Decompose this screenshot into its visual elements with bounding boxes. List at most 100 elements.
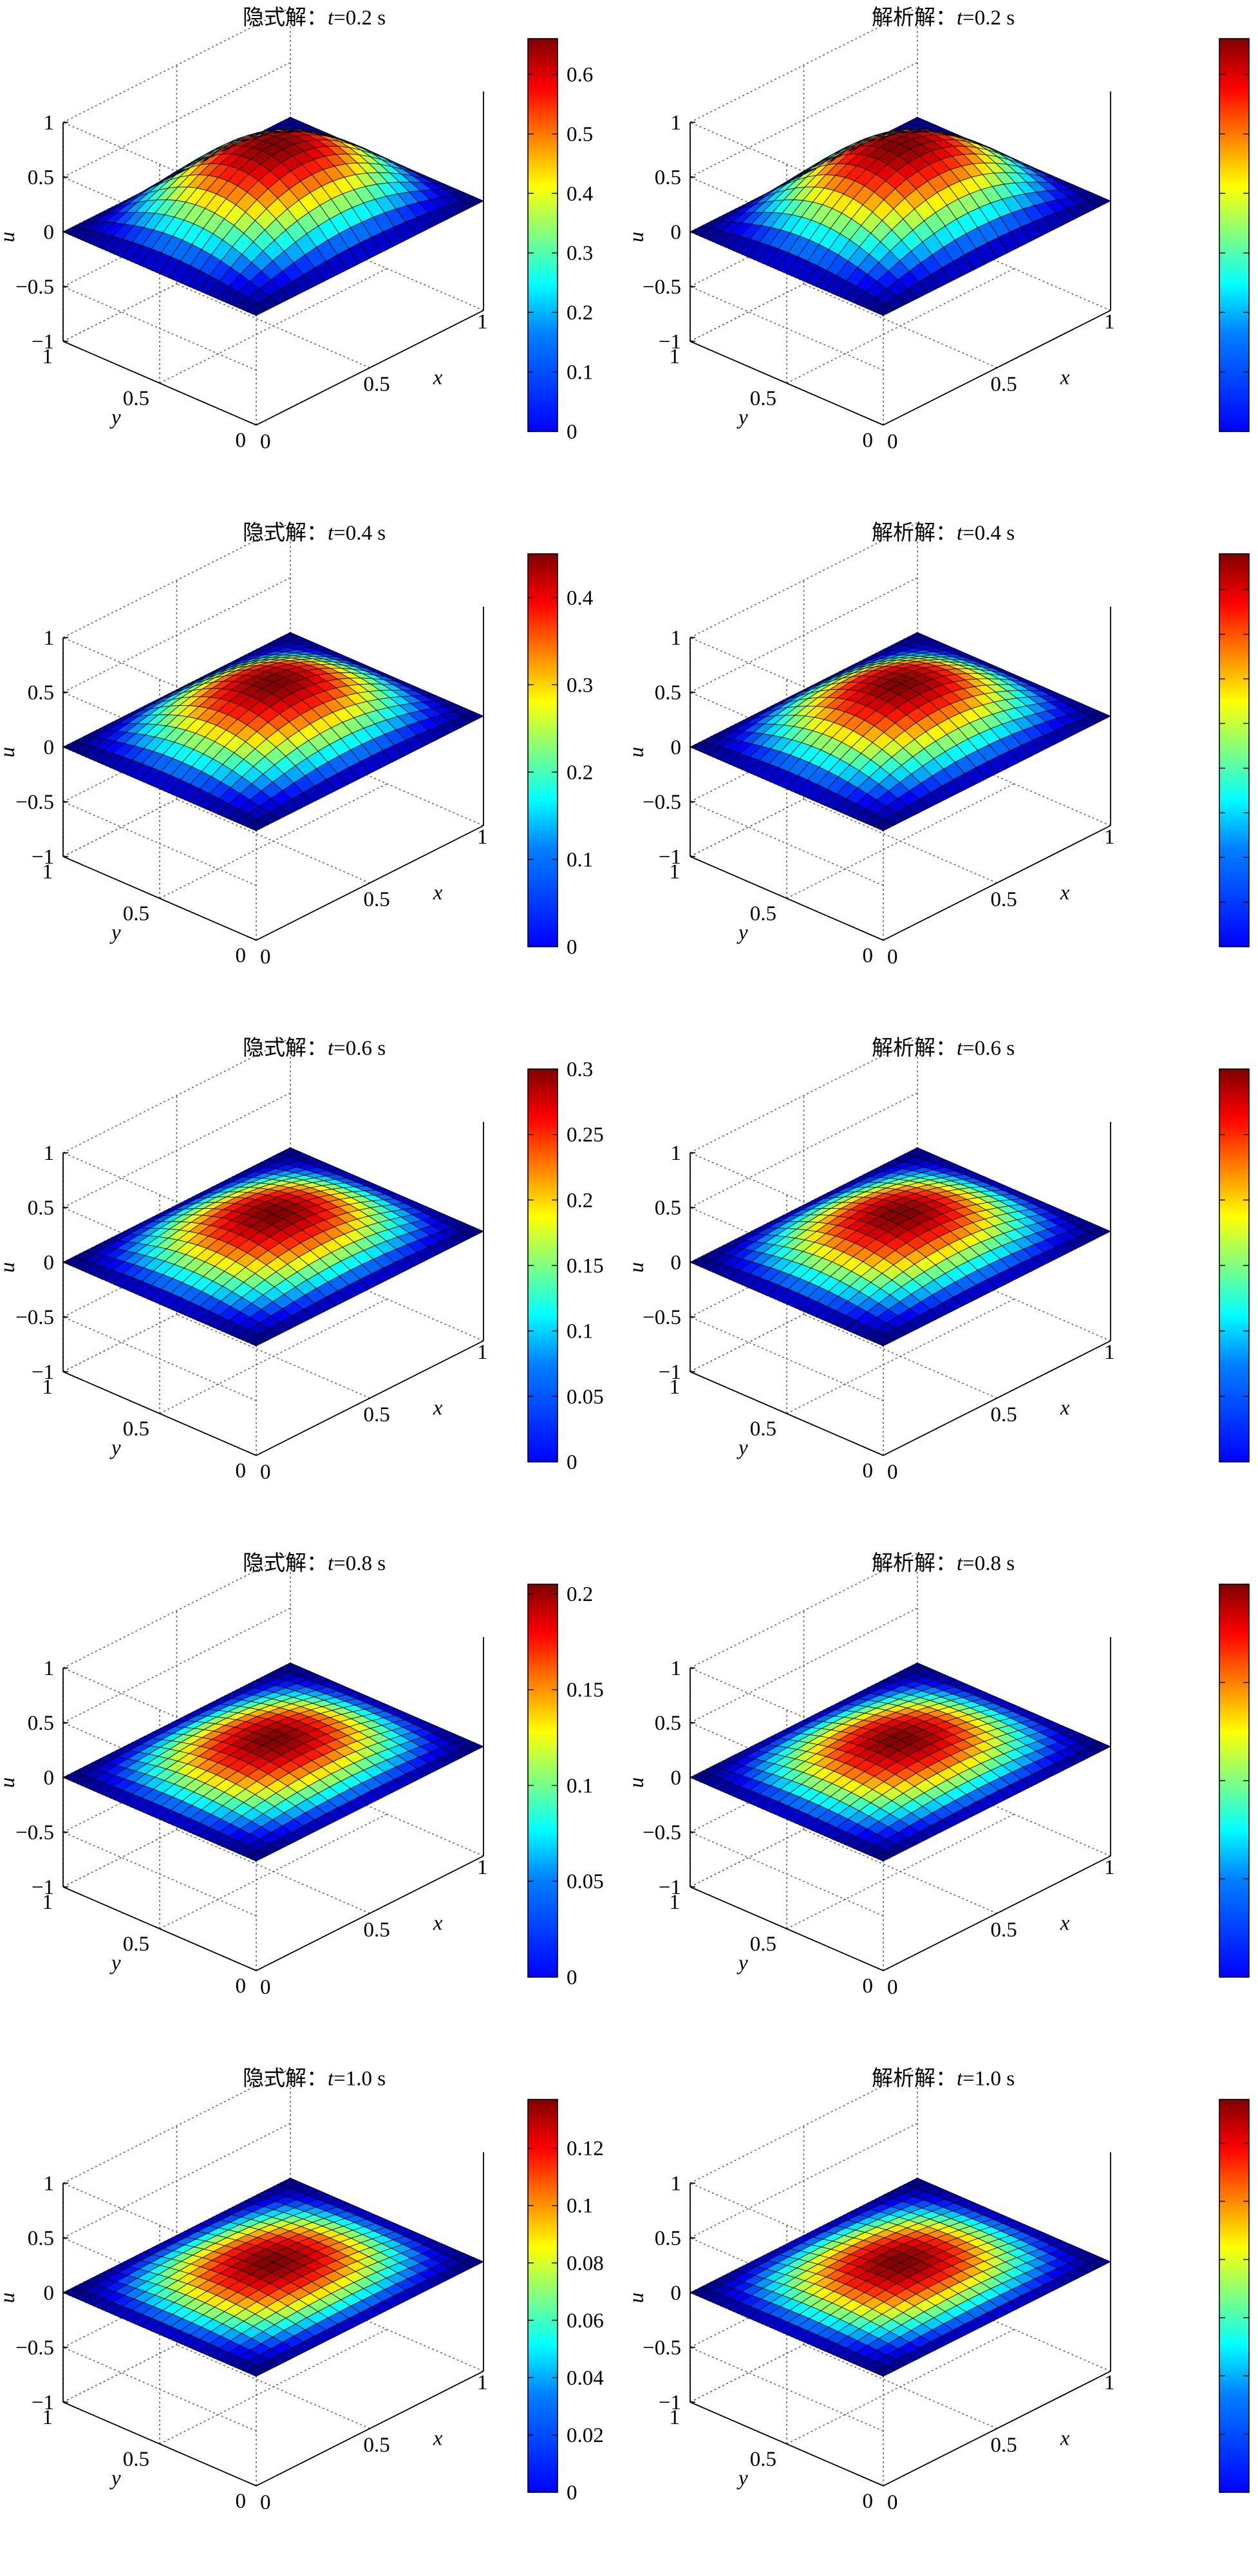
title-prefix: 解析解： <box>872 2065 957 2090</box>
x-tick-label: 1 <box>1104 1341 1115 1364</box>
z-tick-label: 0.5 <box>655 166 681 189</box>
z-tick-label: 0 <box>44 1251 55 1274</box>
z-tick-label: −0.5 <box>15 2336 54 2360</box>
z-tick-label: 1 <box>44 111 55 135</box>
y-tick-label: 0.5 <box>750 902 776 925</box>
colorbar-tick-label: 0.2 <box>567 301 593 325</box>
colorbar: 00.050.10.150.2 <box>1219 1584 1250 1978</box>
colorbar-tick-label: 0.02 <box>567 2424 604 2447</box>
y-tick-label: 0.5 <box>750 1933 776 1956</box>
x-tick-label: 1 <box>477 2371 488 2394</box>
colorbar: 0 0.05 0.1 0.15 0.2 0.25 0.3 <box>527 1058 604 1474</box>
colorbar-tick-label: 0.1 <box>567 1320 593 1343</box>
title-prefix: 解析解： <box>872 1035 957 1060</box>
title-prefix: 解析解： <box>872 1550 957 1575</box>
surface-cell <box>1089 712 1112 723</box>
panel-title: 隐式解：t=0.2 s <box>243 5 386 30</box>
x-axis-label: x <box>1060 1912 1070 1935</box>
title-prefix: 解析解： <box>872 5 957 30</box>
y-tick-label: 0 <box>236 429 247 452</box>
z-tick-label: 1 <box>44 627 55 650</box>
y-tick-label: 0 <box>863 1459 874 1482</box>
z-tick-label: 0.5 <box>655 2227 681 2250</box>
title-variable: t <box>328 6 334 30</box>
y-tick-label: 0.5 <box>750 1417 776 1441</box>
z-tick-label: −1 <box>659 846 681 869</box>
z-tick-label: 0.5 <box>28 1712 54 1735</box>
x-axis-label: x <box>1060 1397 1070 1420</box>
z-tick-label: 1 <box>671 627 682 650</box>
z-tick-label: −1 <box>32 846 54 869</box>
colorbar-tick-label: 0.2 <box>567 1189 593 1212</box>
x-tick-label: 1 <box>477 310 488 334</box>
z-tick-label: −0.5 <box>15 1306 54 1329</box>
z-tick-label: 0.5 <box>655 1197 681 1220</box>
y-axis-label: y <box>109 1437 121 1460</box>
colorbar-tick-label: 0.1 <box>567 2195 593 2218</box>
x-axis-label: x <box>433 2427 443 2450</box>
x-tick-label: 0.5 <box>991 1918 1017 1942</box>
colorbar-tick-label: 0.1 <box>567 848 593 871</box>
z-axis-label: u <box>625 232 648 243</box>
surface-panel: −1 −0.5 0 0.5 1 0 0.5 1 0 0.5 1 x y u 隐式解：t=0.6 s 0 0.05… <box>0 1035 604 1484</box>
x-tick-label: 0.5 <box>991 373 1017 396</box>
x-tick-label: 0.5 <box>991 2434 1017 2457</box>
x-tick-label: 1 <box>1104 826 1115 849</box>
title-suffix: =0.6 s <box>333 1037 386 1060</box>
z-axis-label: u <box>0 1262 19 1273</box>
y-tick-label: 1 <box>42 1376 53 1399</box>
title-suffix: =0.6 s <box>962 1037 1015 1060</box>
z-axis-label: u <box>0 1777 19 1788</box>
colorbar-tick-label: 0.1 <box>567 361 593 384</box>
y-tick-label: 1 <box>670 1891 681 1914</box>
surface-mesh <box>62 632 485 831</box>
colorbar: 00.020.040.060.080.10.12 <box>1219 2099 1250 2493</box>
surface-mesh <box>689 632 1112 831</box>
x-axis-label: x <box>1060 366 1070 390</box>
x-axis-label: x <box>433 1912 443 1935</box>
colorbar-tick-label: 0.3 <box>567 1058 593 1081</box>
z-tick-label: 1 <box>44 1142 55 1165</box>
z-tick-label: 1 <box>671 2172 682 2195</box>
x-tick-label: 0 <box>887 945 898 969</box>
x-tick-label: 0.5 <box>364 373 390 396</box>
colorbar: 00.050.10.150.20.250.30.350.4 <box>1219 553 1250 947</box>
x-tick-label: 0 <box>260 1976 271 1999</box>
colorbar: 00.050.10.150.2 <box>527 1583 604 1989</box>
z-tick-label: −0.5 <box>643 276 681 299</box>
z-tick-label: 1 <box>44 2172 55 2195</box>
title-prefix: 隐式解： <box>243 520 328 545</box>
surface-panel: −1 −0.5 0 0.5 1 0 0.5 1 0 0.5 1 x y u 解析解：t=0.4 s 00.05… <box>625 520 1250 969</box>
z-axis-label: u <box>625 747 648 758</box>
surface-cell <box>462 196 485 207</box>
colorbar-tick-label: 0.1 <box>567 1774 593 1797</box>
y-tick-label: 1 <box>670 860 681 884</box>
title-variable: t <box>957 1037 963 1060</box>
surface-panel: −1 −0.5 0 0.5 1 0 0.5 1 0 0.5 1 x y u 解析解：t=0.6 s 0.050… <box>625 1035 1250 1484</box>
z-tick-label: 0.5 <box>28 166 54 189</box>
colorbar-tick-label: 0 <box>567 421 577 444</box>
y-axis-label: y <box>109 1952 121 1975</box>
colorbar-tick-label: 0.05 <box>567 1870 604 1893</box>
z-tick-label: −1 <box>659 330 681 354</box>
surface-cell <box>1089 196 1112 207</box>
colorbar-tick-label: 0.15 <box>567 1255 604 1278</box>
colorbar-tick-label: 0.25 <box>567 1124 604 1147</box>
x-axis-label: x <box>433 1397 443 1420</box>
colorbar-tick-label: 0.2 <box>567 761 593 784</box>
x-tick-label: 1 <box>1104 310 1115 334</box>
panel-title: 隐式解：t=1.0 s <box>243 2065 386 2090</box>
title-variable: t <box>957 522 963 545</box>
z-tick-label: 0.5 <box>28 1197 54 1220</box>
x-tick-label: 0.5 <box>364 1918 390 1942</box>
y-tick-label: 1 <box>42 860 53 884</box>
panel-title: 解析解：t=1.0 s <box>872 2065 1015 2090</box>
z-tick-label: 0.5 <box>28 2227 54 2250</box>
colorbar: 0.050.10.150.20.250.3 <box>1219 1068 1250 1463</box>
title-variable: t <box>957 6 963 30</box>
z-axis-label: u <box>625 1777 648 1788</box>
surface-cell <box>1089 1227 1112 1238</box>
